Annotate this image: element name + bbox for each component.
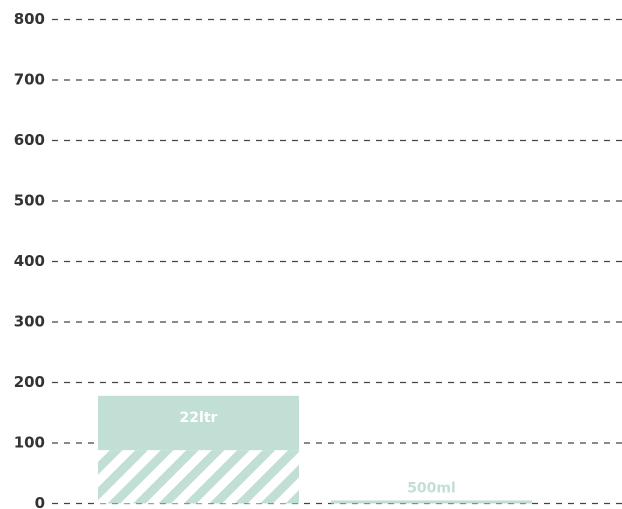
bar-22ltr [98,395,299,451]
y-tick-label-400: 400 [14,252,45,270]
bar-22ltr-hatched-segment [98,450,299,504]
bar-labels: 22ltr 500ml [180,410,456,497]
bar-500ml [331,500,532,504]
y-axis-tick-labels: 0 100 200 300 400 500 600 700 800 [14,10,45,509]
y-tick-label-300: 300 [14,313,45,331]
bar-label-500ml: 500ml [407,480,456,496]
y-tick-label-600: 600 [14,131,45,149]
bar-label-22ltr: 22ltr [180,410,218,426]
y-tick-label-100: 100 [14,434,45,452]
y-tick-label-500: 500 [14,192,45,210]
y-tick-label-700: 700 [14,71,45,89]
y-tick-label-0: 0 [35,494,45,509]
bars [98,395,532,504]
y-tick-label-200: 200 [14,373,45,391]
y-tick-label-800: 800 [14,10,45,28]
